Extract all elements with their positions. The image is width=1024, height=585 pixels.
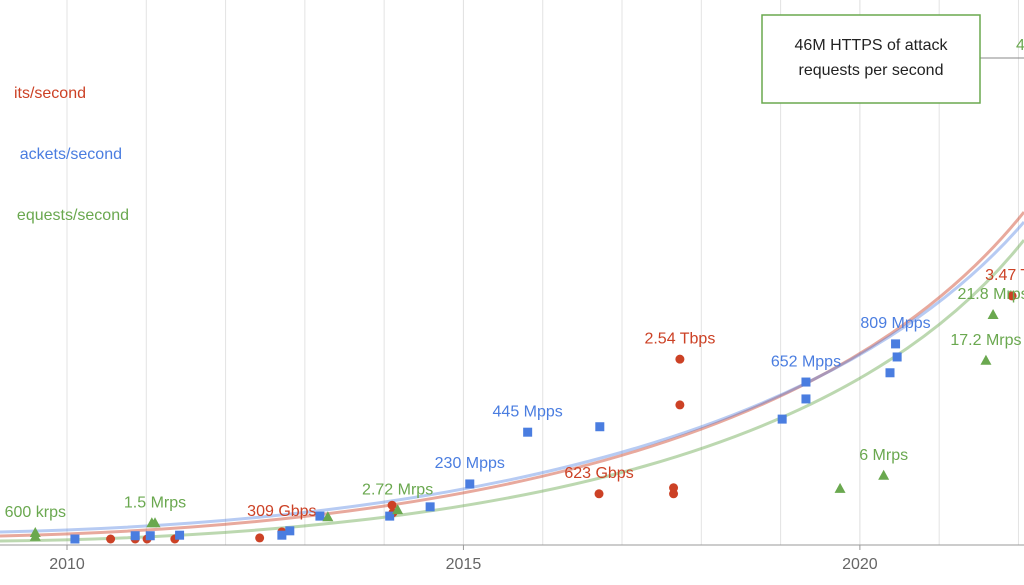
data-point [892,352,902,362]
data-label: 445 Mpps [493,403,563,420]
data-point [387,500,397,510]
data-point [145,531,155,541]
data-point [885,368,895,378]
marks: 309 Gbps 623 Gbps 2.54 Tbps 3.47 Tb 230 Mpps… [5,267,1024,544]
data-point [315,511,325,521]
data-label: 652 Mpps [771,353,841,370]
callout-box [761,14,981,104]
data-point [465,479,475,489]
data-point [801,377,811,387]
data-point [980,354,992,365]
data-point [149,517,161,528]
data-label: 230 Mpps [435,455,505,472]
x-tick-label: 2020 [842,556,878,573]
x-tick-label: 2015 [446,556,482,573]
data-label: 21.8 Mrps [958,286,1024,303]
trend-line [0,211,1024,538]
data-point [777,414,787,424]
data-label: 3.47 Tb [985,267,1024,284]
data-point [322,511,334,522]
data-point [425,502,435,512]
callout-text: requests per second [799,62,944,79]
legend-label: equests/second [17,207,129,224]
data-point [669,489,679,499]
callout-value: 4 [1016,37,1024,54]
data-point [891,339,901,349]
data-point [878,469,890,480]
data-label: 623 Gbps [564,465,633,482]
data-label: 600 krps [5,504,66,521]
data-point [285,526,295,536]
data-label: 1.5 Mrps [124,494,186,511]
data-label: 6 Mrps [859,447,908,464]
data-point [255,533,265,543]
data-label: 809 Mpps [860,315,930,332]
data-point [392,504,404,515]
data-point [523,427,533,437]
data-point [106,534,116,544]
legend-label: its/second [14,85,86,102]
data-label: 17.2 Mrps [950,332,1021,349]
callout-text: 46M HTTPS of attack [795,37,949,54]
x-tick-label: 2010 [49,556,85,573]
data-point [987,309,999,320]
data-point [595,422,605,432]
legend-label: ackets/second [20,146,122,163]
data-point [675,400,685,410]
trend-line [0,239,1024,543]
data-point [385,511,395,521]
data-point [801,394,811,404]
data-label: 2.72 Mrps [362,481,433,498]
callout: 46M HTTPS of attack requests per second … [761,14,1024,104]
data-point [130,531,140,541]
trend-line [0,221,1024,534]
data-point [675,354,685,364]
data-label: 309 Gbps [247,503,316,520]
data-label: 2.54 Tbps [644,330,715,347]
data-point [175,530,185,540]
data-point [834,482,846,493]
data-point [594,489,604,499]
data-point [70,534,80,544]
data-point [277,530,287,540]
data-point [29,530,41,541]
data-point [1007,291,1017,301]
